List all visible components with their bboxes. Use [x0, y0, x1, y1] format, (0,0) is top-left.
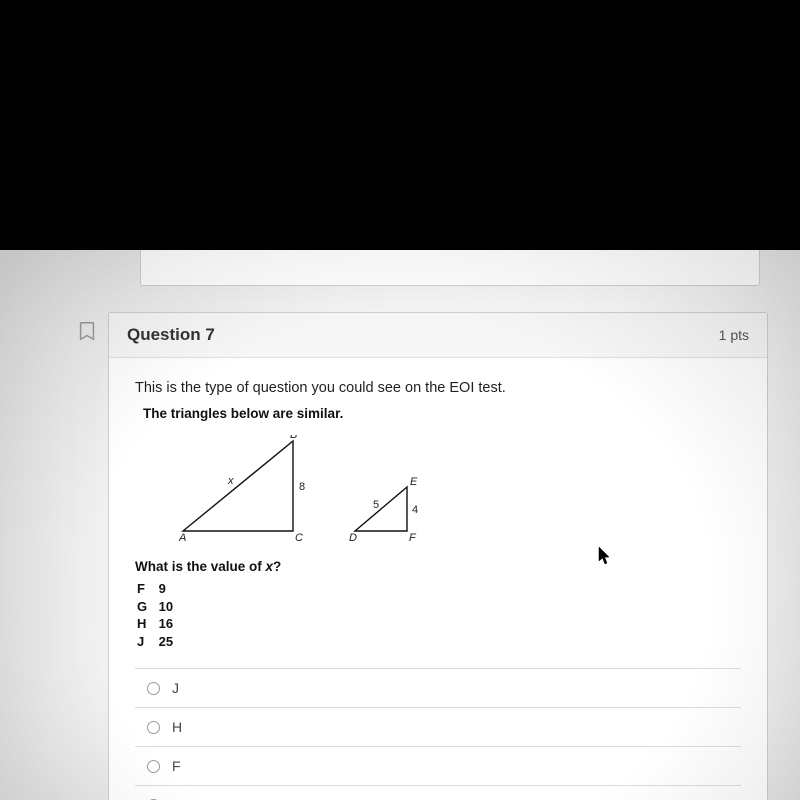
svg-text:D: D [349, 532, 357, 544]
radio-icon[interactable] [147, 760, 160, 773]
answer-key-row: J 25 [137, 633, 741, 651]
answer-key-row: F 9 [137, 580, 741, 598]
svg-text:F: F [409, 532, 417, 544]
answer-choices: J H FG [135, 668, 741, 800]
choice-row[interactable]: J [135, 668, 741, 707]
svg-text:E: E [410, 476, 418, 488]
svg-text:4: 4 [412, 504, 418, 516]
prompt-text: The triangles below are similar. [143, 406, 741, 421]
choice-row[interactable]: H [135, 707, 741, 746]
choice-label: J [172, 680, 179, 696]
ask-text: What is the value of x? [135, 559, 741, 574]
intro-text: This is the type of question you could s… [135, 380, 741, 396]
choice-row[interactable]: F [135, 746, 741, 785]
svg-text:x: x [227, 475, 234, 487]
svg-text:5: 5 [373, 499, 379, 511]
svg-text:A: A [178, 532, 186, 544]
question-header: Question 7 1 pts [109, 313, 767, 358]
question-card: Question 7 1 pts This is the type of que… [108, 312, 768, 800]
bookmark-flag-icon[interactable] [76, 320, 98, 342]
mouse-cursor-icon [598, 546, 612, 566]
previous-question-card-bottom [140, 250, 760, 286]
radio-icon[interactable] [147, 721, 160, 734]
question-title: Question 7 [127, 325, 215, 345]
radio-icon[interactable] [147, 682, 160, 695]
question-body: This is the type of question you could s… [109, 358, 767, 800]
svg-text:B: B [290, 435, 297, 441]
choice-label: F [172, 758, 181, 774]
triangles-figure: A B C D E Fx 8 5 4 [135, 429, 741, 549]
ask-suffix: ? [273, 559, 281, 574]
svg-text:8: 8 [299, 481, 305, 493]
answer-key-list: F 9G 10H 16J 25 [137, 580, 741, 650]
choice-label: H [172, 719, 182, 735]
svg-text:C: C [295, 532, 303, 544]
ask-prefix: What is the value of [135, 559, 266, 574]
photo-frame: Question 7 1 pts This is the type of que… [0, 0, 800, 800]
screen-region: Question 7 1 pts This is the type of que… [0, 250, 800, 800]
answer-key-row: G 10 [137, 598, 741, 616]
ask-var: x [266, 559, 274, 574]
answer-key-row: H 16 [137, 615, 741, 633]
choice-row[interactable]: G [135, 785, 741, 800]
question-points: 1 pts [719, 327, 749, 343]
